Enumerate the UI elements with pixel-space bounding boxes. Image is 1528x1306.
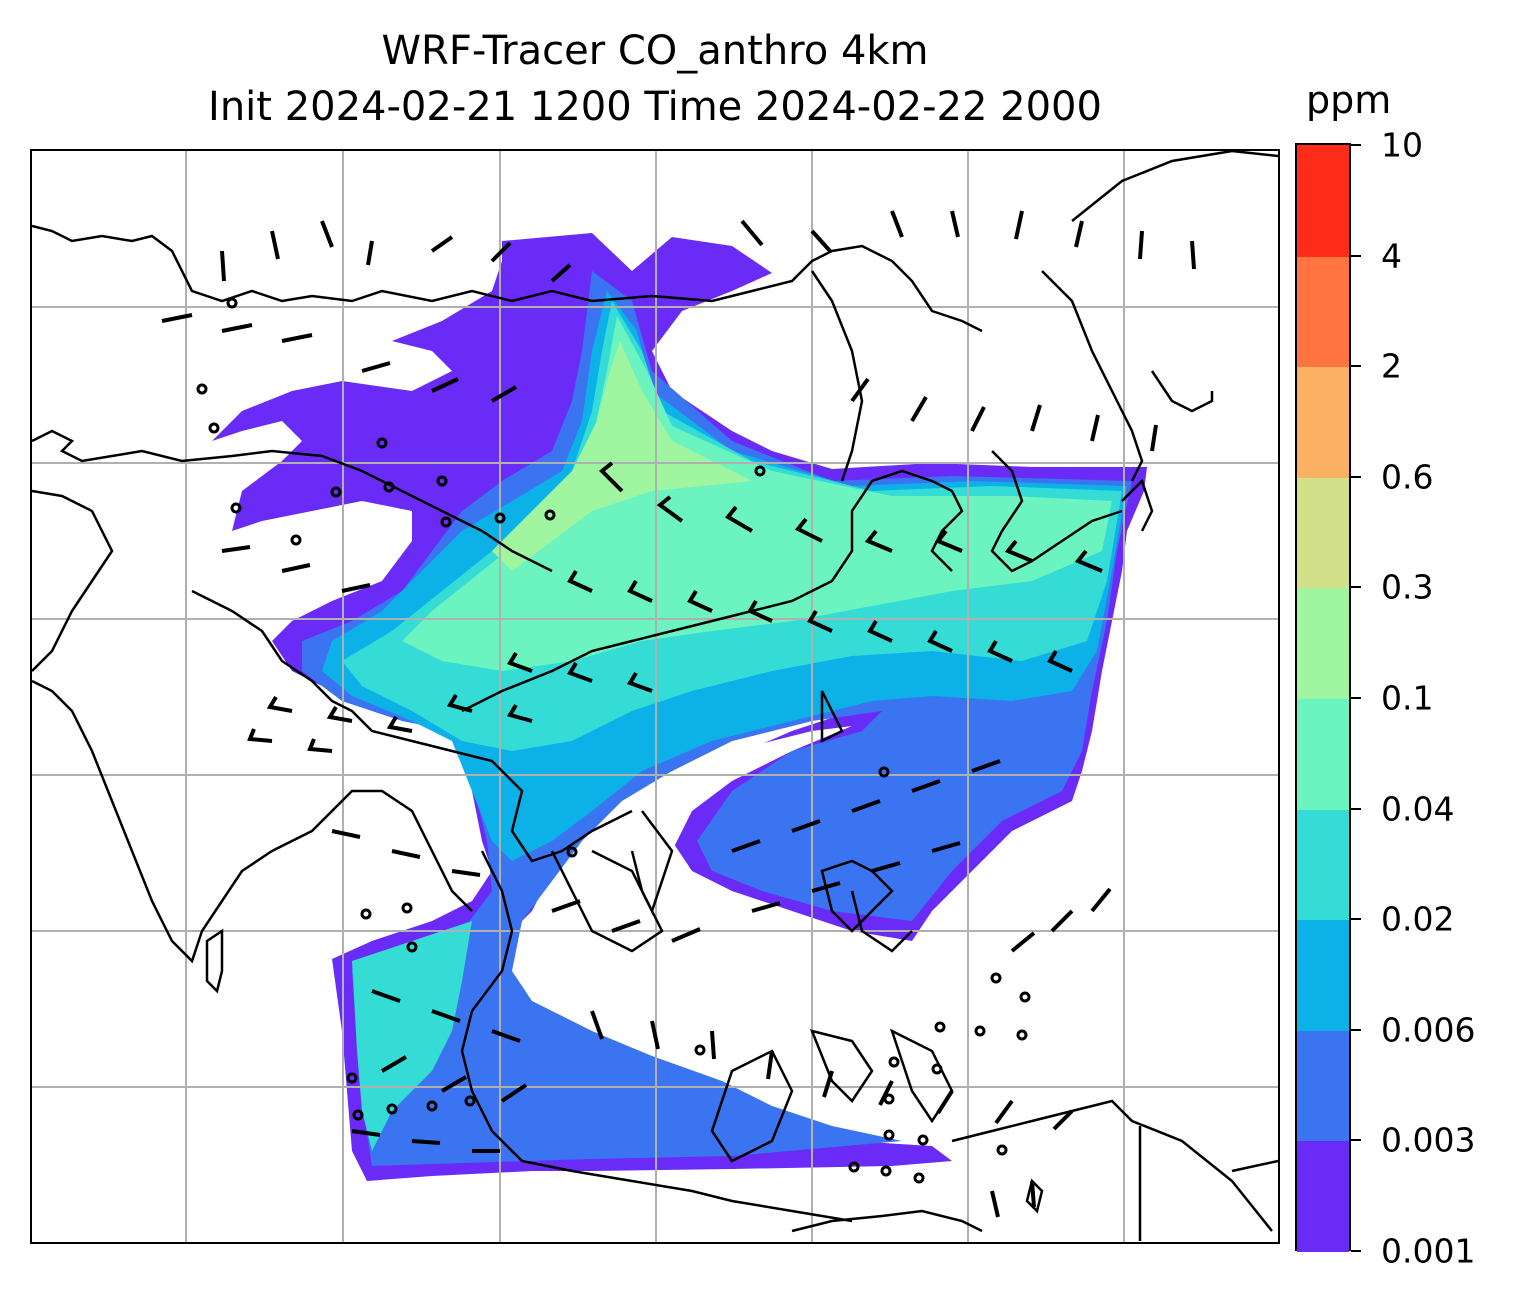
colorbar-tick-label: 0.006 xyxy=(1381,1010,1476,1050)
colorbar-tick-mark xyxy=(1351,918,1361,921)
map-panel xyxy=(30,149,1280,1244)
clear-zone xyxy=(642,726,852,871)
colorbar-tick-mark xyxy=(1351,586,1361,589)
colorbar-segment xyxy=(1297,808,1349,921)
colorbar-segment xyxy=(1297,476,1349,589)
colorbar-tick-mark xyxy=(1351,697,1361,699)
map-canvas xyxy=(32,151,1278,1242)
tracer-plume-south xyxy=(352,921,472,1151)
colorbar-segment xyxy=(1297,255,1349,368)
colorbar-unit-label: ppm xyxy=(1306,78,1392,122)
colorbar-tick-mark xyxy=(1351,254,1361,257)
colorbar-segment xyxy=(1297,145,1349,257)
colorbar-segment xyxy=(1297,1140,1349,1252)
colorbar-tick-label: 0.3 xyxy=(1381,567,1434,607)
colorbar-segment xyxy=(1297,919,1349,1031)
gridlines xyxy=(32,151,1278,1242)
colorbar-tick-label: 0.6 xyxy=(1381,457,1434,497)
colorbar-tick-label: 0.02 xyxy=(1381,899,1455,939)
coastlines xyxy=(32,151,1278,1241)
colorbar-tick-mark xyxy=(1351,1139,1361,1142)
map-title-line-2: Init 2024-02-21 1200 Time 2024-02-22 200… xyxy=(208,84,1102,130)
colorbar-tick-label: 2 xyxy=(1381,346,1402,386)
colorbar-segment xyxy=(1297,1029,1349,1142)
colorbar-segment xyxy=(1297,698,1349,810)
tracer-plume-01 xyxy=(402,316,1112,671)
wind-barbs xyxy=(161,210,1196,1218)
calm-wind-circles xyxy=(196,297,1031,1184)
colorbar-tick-mark xyxy=(1351,807,1361,810)
colorbar-tick-mark xyxy=(1351,1250,1361,1252)
colorbar-segment xyxy=(1297,366,1349,478)
colorbar-segment xyxy=(1297,587,1349,699)
colorbar-tick-mark xyxy=(1351,365,1361,368)
tracer-plume-03 xyxy=(492,341,752,571)
colorbar xyxy=(1295,143,1351,1252)
colorbar-tick-label: 0.04 xyxy=(1381,789,1455,829)
colorbar-tick-label: 4 xyxy=(1381,236,1402,276)
map-title-line-1: WRF-Tracer CO_anthro 4km xyxy=(381,28,929,74)
colorbar-tick-label: 10 xyxy=(1381,125,1423,165)
colorbar-tick-mark xyxy=(1351,1028,1361,1031)
colorbar-tick-label: 0.003 xyxy=(1381,1120,1476,1160)
colorbar-tick-mark xyxy=(1351,144,1361,146)
colorbar-tick-mark xyxy=(1351,475,1361,478)
colorbar-tick-label: 0.1 xyxy=(1381,678,1434,718)
colorbar-tick-label: 0.001 xyxy=(1381,1231,1476,1271)
